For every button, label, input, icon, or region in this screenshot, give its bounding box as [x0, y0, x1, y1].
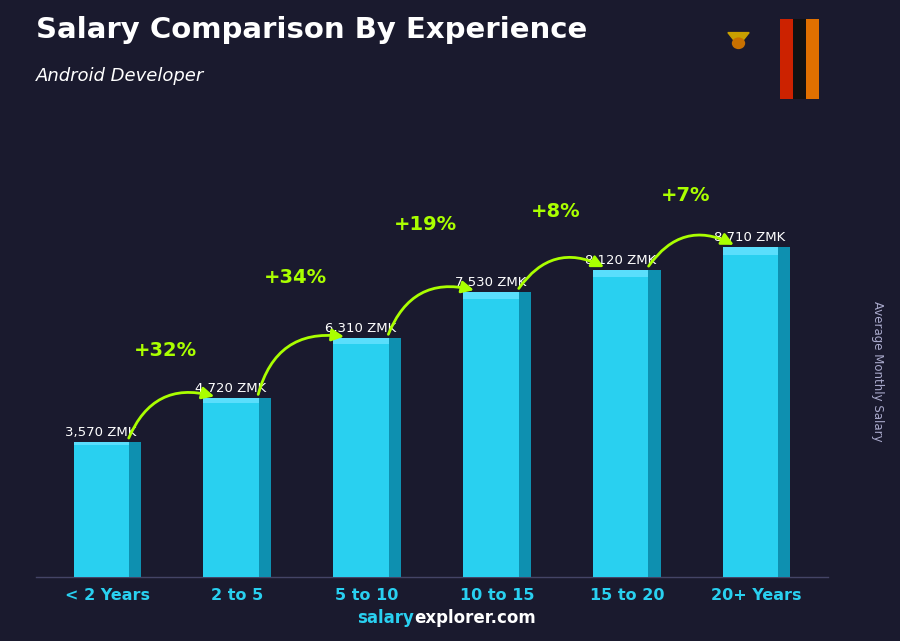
Text: 4,720 ZMK: 4,720 ZMK	[195, 382, 266, 395]
Bar	[259, 398, 271, 577]
Bar	[389, 338, 400, 577]
Text: +7%: +7%	[661, 187, 710, 205]
Bar	[593, 270, 648, 577]
Bar	[806, 19, 819, 99]
Bar	[74, 442, 129, 577]
Text: +8%: +8%	[530, 203, 581, 221]
Text: 8,120 ZMK: 8,120 ZMK	[585, 254, 656, 267]
Text: Android Developer: Android Developer	[36, 67, 204, 85]
Text: 8,710 ZMK: 8,710 ZMK	[715, 231, 786, 244]
Text: +19%: +19%	[394, 215, 457, 234]
Bar	[129, 442, 141, 577]
Bar	[464, 292, 518, 299]
Bar	[793, 19, 806, 99]
Bar	[593, 270, 648, 278]
Bar	[74, 442, 129, 445]
Bar	[464, 292, 518, 577]
Bar	[518, 292, 531, 577]
Text: 6,310 ZMK: 6,310 ZMK	[325, 322, 396, 335]
Bar	[203, 398, 259, 403]
Circle shape	[732, 37, 745, 49]
Bar	[203, 398, 259, 577]
Polygon shape	[728, 33, 749, 46]
Text: Average Monthly Salary: Average Monthly Salary	[871, 301, 884, 442]
Bar	[723, 247, 778, 577]
Bar	[648, 270, 661, 577]
Bar	[779, 19, 793, 99]
Text: explorer.com: explorer.com	[414, 609, 536, 627]
Bar	[333, 338, 389, 577]
Bar	[333, 338, 389, 344]
Bar	[723, 247, 778, 256]
Bar	[778, 247, 790, 577]
Text: +32%: +32%	[134, 340, 197, 360]
Text: +34%: +34%	[264, 267, 328, 287]
Text: salary: salary	[357, 609, 414, 627]
Text: Salary Comparison By Experience: Salary Comparison By Experience	[36, 16, 587, 44]
Text: 7,530 ZMK: 7,530 ZMK	[454, 276, 526, 289]
Text: 3,570 ZMK: 3,570 ZMK	[65, 426, 137, 438]
